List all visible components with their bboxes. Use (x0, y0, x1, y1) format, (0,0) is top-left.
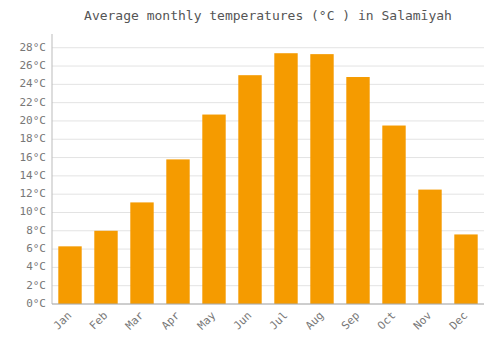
y-tick-label: 26°C (20, 59, 47, 72)
x-tick-label: Sep (339, 309, 362, 332)
x-tick-label: Mar (123, 309, 147, 333)
grid-line (52, 47, 484, 48)
chart: 0°C 2°C 4°C 6°C 8°C 10°C 12°C 14°C 16°C 18°C 20°C 2… (0, 0, 500, 350)
y-tick-label: 12°C (20, 187, 47, 200)
grid-line (52, 84, 484, 85)
grid-line (52, 139, 484, 140)
x-tick-label: Jul (267, 309, 290, 332)
y-tick-label: 28°C (20, 41, 47, 54)
y-grid (52, 48, 484, 304)
x-tick-labels: Jan Feb Mar Apr May Jun Jul Aug Sep Oct Nov Dec (51, 309, 470, 333)
bar (346, 77, 369, 304)
y-tick-label: 14°C (20, 169, 47, 182)
y-tick-label: 18°C (20, 132, 47, 145)
grid-line (52, 304, 484, 305)
grid-line (52, 102, 484, 103)
y-tick-label: 16°C (20, 151, 47, 164)
bar (274, 53, 297, 304)
x-tick-label: Aug (303, 309, 326, 332)
grid-line (52, 157, 484, 158)
y-tick-label: 22°C (20, 96, 47, 109)
y-tick-label: 24°C (20, 77, 47, 90)
bar (310, 54, 333, 304)
y-tick-label: 6°C (26, 242, 46, 255)
bar (238, 75, 261, 304)
y-tick-label: 20°C (20, 114, 47, 127)
bar (202, 115, 225, 304)
x-tick-label: Feb (87, 309, 110, 332)
x-tick-label: May (195, 309, 219, 333)
y-tick-label: 8°C (26, 224, 46, 237)
x-tick-label: Jan (51, 309, 74, 332)
y-tick-label: 2°C (26, 279, 46, 292)
y-tick-label: 10°C (20, 205, 47, 218)
x-tick-label: Oct (375, 309, 398, 332)
grid-line (52, 66, 484, 67)
y-tick-label: 0°C (26, 297, 46, 310)
bar (166, 159, 189, 304)
x-tick-label: Dec (447, 309, 470, 332)
y-tick-label: 4°C (26, 260, 46, 273)
y-axis-line (52, 34, 53, 304)
bar (130, 202, 153, 304)
x-tick-label: Jun (231, 309, 254, 332)
bars (58, 53, 477, 304)
x-tick-label: Nov (411, 309, 435, 333)
bar (454, 234, 477, 304)
y-tick-labels: 0°C 2°C 4°C 6°C 8°C 10°C 12°C 14°C 16°C 18°C 20°C 2… (20, 41, 47, 310)
x-axis-line (52, 304, 484, 305)
bar (94, 231, 117, 304)
title: Average monthly temperatures (°C ) in Sa… (84, 8, 452, 23)
x-tick-label: Apr (159, 309, 183, 333)
bar (418, 190, 441, 304)
grid-line (52, 175, 484, 176)
bar (58, 246, 81, 304)
grid-line (52, 120, 484, 121)
bar (382, 126, 405, 304)
